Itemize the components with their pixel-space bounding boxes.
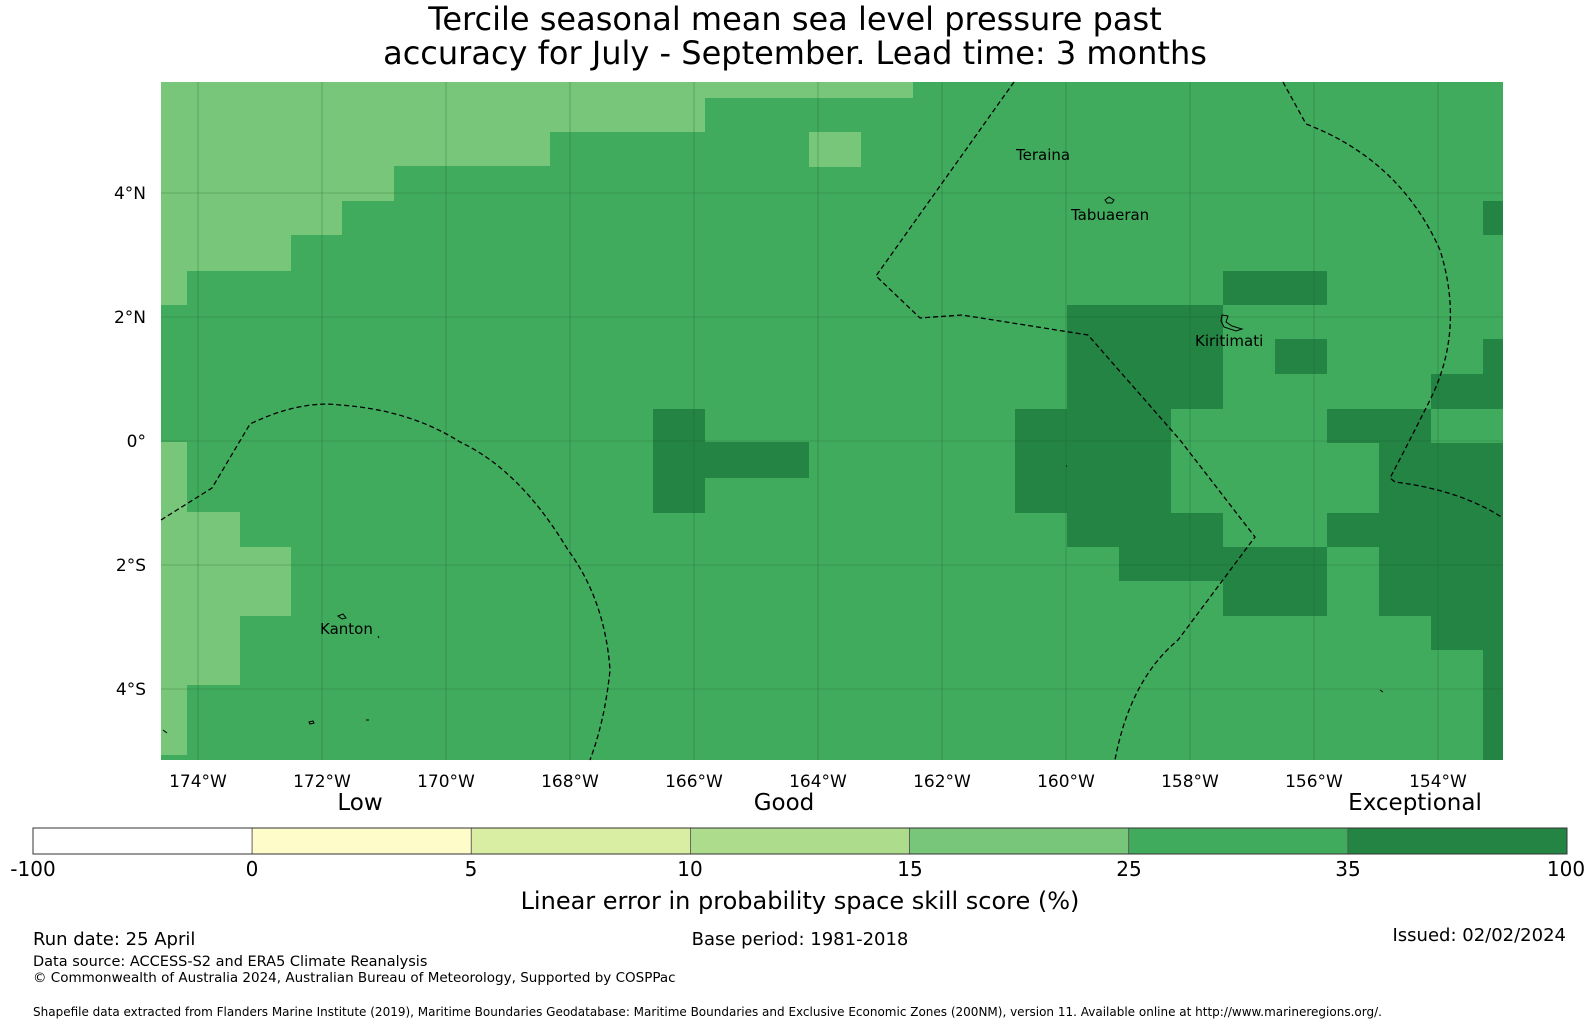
colorbar bbox=[32, 827, 1568, 855]
lat-label: 2°N bbox=[114, 308, 146, 328]
colorbar-segment bbox=[909, 827, 1130, 855]
colorbar-segment bbox=[470, 827, 691, 855]
colorbar-tick: 100 bbox=[1547, 857, 1585, 881]
region-35-100 bbox=[653, 201, 1503, 760]
run-date: Run date: 25 April bbox=[33, 929, 195, 950]
lat-label: 4°N bbox=[114, 184, 146, 204]
shapefile-credit: Shapefile data extracted from Flanders M… bbox=[33, 1005, 1382, 1019]
legend-category-exceptional: Exceptional bbox=[1348, 790, 1482, 816]
base-period: Base period: 1981-2018 bbox=[692, 929, 909, 950]
lon-label: 174°W bbox=[169, 772, 227, 792]
colorbar-segment bbox=[1347, 827, 1568, 855]
colorbar-label: Linear error in probability space skill … bbox=[521, 887, 1080, 915]
tabuaeran-island-shape bbox=[1104, 196, 1115, 204]
lon-label: 162°W bbox=[913, 772, 971, 792]
lon-label: 156°W bbox=[1285, 772, 1343, 792]
lon-label: 172°W bbox=[293, 772, 351, 792]
region-15-25-patch bbox=[809, 132, 861, 167]
islands bbox=[162, 196, 1384, 734]
colorbar-tick: 25 bbox=[1116, 857, 1141, 881]
graticule bbox=[161, 82, 1503, 760]
place-label-kanton: Kanton bbox=[320, 620, 373, 638]
skill-map bbox=[160, 81, 1504, 761]
map-title-line1: Tercile seasonal mean sea level pressure… bbox=[428, 0, 1162, 38]
map-title-line2: accuracy for July - September. Lead time… bbox=[383, 34, 1207, 72]
kiritimati-island-shape bbox=[1220, 314, 1244, 332]
lon-label: 166°W bbox=[665, 772, 723, 792]
lat-label: 0° bbox=[127, 432, 146, 452]
colorbar-segment bbox=[1128, 827, 1349, 855]
lon-label: 160°W bbox=[1037, 772, 1095, 792]
kanton-island-shape bbox=[336, 613, 347, 620]
colorbar-tick: 10 bbox=[677, 857, 702, 881]
colorbar-tick: 35 bbox=[1335, 857, 1360, 881]
lon-label: 154°W bbox=[1409, 772, 1467, 792]
colorbar-segment bbox=[32, 827, 253, 855]
legend-category-low: Low bbox=[337, 790, 382, 816]
lon-label: 170°W bbox=[417, 772, 475, 792]
lon-label: 158°W bbox=[1161, 772, 1219, 792]
colorbar-segment bbox=[251, 827, 472, 855]
eez-boundaries bbox=[160, 81, 1504, 761]
lat-label: 4°S bbox=[116, 680, 146, 700]
colorbar-tick: 5 bbox=[465, 857, 478, 881]
colorbar-tick: -100 bbox=[10, 857, 55, 881]
place-label-kiritimati: Kiritimati bbox=[1195, 332, 1263, 350]
colorbar-tick: 0 bbox=[246, 857, 259, 881]
place-label-teraina: Teraina bbox=[1015, 146, 1070, 164]
region-15-25-bottom-left bbox=[161, 442, 291, 755]
data-source: Data source: ACCESS-S2 and ERA5 Climate … bbox=[33, 954, 427, 970]
colorbar-segment bbox=[690, 827, 910, 855]
legend-category-good: Good bbox=[754, 790, 815, 816]
issued-date: Issued: 02/02/2024 bbox=[1392, 925, 1566, 946]
lat-label: 2°S bbox=[116, 556, 146, 576]
copyright: © Commonwealth of Australia 2024, Austra… bbox=[33, 970, 676, 986]
lon-label: 168°W bbox=[541, 772, 599, 792]
colorbar-tick: 15 bbox=[897, 857, 922, 881]
place-label-tabuaeran: Tabuaeran bbox=[1070, 206, 1149, 224]
lon-label: 164°W bbox=[789, 772, 847, 792]
region-15-25-top bbox=[161, 82, 913, 305]
